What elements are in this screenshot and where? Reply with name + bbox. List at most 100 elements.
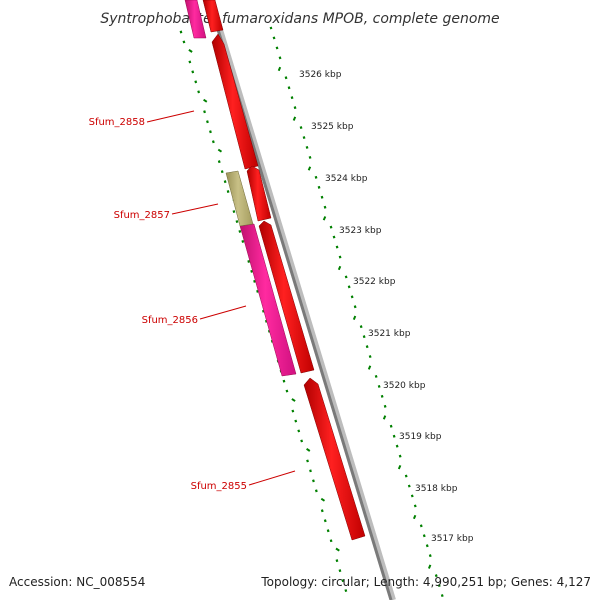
minor-tick-mark bbox=[428, 554, 432, 558]
minor-tick-mark bbox=[317, 185, 321, 189]
minor-tick-mark bbox=[284, 76, 288, 80]
minor-tick-mark bbox=[232, 210, 236, 214]
major-tick-mark bbox=[291, 398, 296, 402]
minor-tick-mark bbox=[425, 544, 429, 548]
major-tick-mark bbox=[203, 98, 208, 103]
minor-tick-mark bbox=[332, 235, 336, 239]
minor-tick-mark bbox=[395, 444, 399, 448]
major-tick-mark bbox=[188, 48, 193, 53]
minor-tick-mark bbox=[335, 559, 339, 563]
minor-tick-mark bbox=[368, 355, 372, 359]
minor-tick-mark bbox=[359, 325, 363, 329]
minor-tick-mark bbox=[256, 289, 259, 293]
minor-tick-mark bbox=[299, 126, 303, 130]
major-tick-mark bbox=[322, 216, 327, 221]
kbp-tick-label: 3517 kbp bbox=[431, 534, 474, 544]
major-tick-mark bbox=[217, 148, 223, 153]
gene-label-leader bbox=[171, 203, 219, 215]
gene-label-leader bbox=[248, 470, 296, 486]
minor-tick-mark bbox=[253, 279, 256, 283]
minor-tick-mark bbox=[217, 160, 221, 164]
minor-tick-mark bbox=[290, 96, 294, 100]
minor-tick-mark bbox=[285, 389, 289, 393]
minor-tick-mark bbox=[326, 529, 330, 533]
minor-tick-mark bbox=[413, 504, 417, 508]
minor-tick-mark bbox=[272, 36, 276, 40]
minor-tick-mark bbox=[350, 295, 354, 299]
gene-label-leader bbox=[146, 110, 195, 123]
gene-label-sfum-2858[interactable]: Sfum_2858 bbox=[89, 117, 145, 128]
minor-tick-mark bbox=[179, 30, 183, 34]
minor-tick-mark bbox=[223, 180, 227, 184]
kbp-tick-label: 3521 kbp bbox=[368, 329, 411, 339]
gene-feature-red-top bbox=[202, 0, 224, 33]
gene-feature-red bbox=[211, 33, 259, 170]
minor-tick-mark bbox=[287, 86, 291, 90]
gene-feature-red bbox=[258, 220, 315, 374]
topology-text: Topology: circular; Length: 4,990,251 bp… bbox=[260, 575, 591, 589]
major-tick-mark bbox=[352, 315, 357, 320]
gene-feature-pink-top bbox=[184, 0, 207, 39]
minor-tick-mark bbox=[282, 379, 286, 383]
major-tick-mark bbox=[307, 166, 312, 171]
kbp-tick-label: 3525 kbp bbox=[311, 122, 354, 132]
major-tick-mark bbox=[335, 547, 340, 552]
accession-text: Accession: NC_008554 bbox=[9, 575, 145, 589]
minor-tick-mark bbox=[306, 459, 309, 463]
minor-tick-mark bbox=[291, 409, 295, 413]
major-tick-mark bbox=[277, 66, 282, 72]
minor-tick-mark bbox=[278, 56, 282, 60]
minor-tick-mark bbox=[209, 130, 212, 134]
kbp-tick-label: 3518 kbp bbox=[415, 484, 458, 494]
major-tick-mark bbox=[337, 265, 342, 271]
minor-tick-mark bbox=[241, 240, 245, 243]
minor-tick-mark bbox=[329, 225, 333, 229]
major-tick-mark bbox=[412, 514, 417, 520]
minor-tick-mark bbox=[293, 106, 297, 110]
minor-tick-mark bbox=[182, 40, 186, 44]
minor-tick-mark bbox=[353, 305, 357, 309]
gene-label-sfum-2856[interactable]: Sfum_2856 bbox=[142, 315, 198, 326]
minor-tick-mark bbox=[294, 419, 298, 423]
major-tick-mark bbox=[367, 365, 372, 370]
minor-tick-mark bbox=[312, 479, 315, 483]
minor-tick-mark bbox=[247, 260, 251, 263]
minor-tick-mark bbox=[377, 384, 381, 388]
minor-tick-mark bbox=[250, 269, 254, 273]
minor-tick-mark bbox=[419, 524, 423, 528]
minor-tick-mark bbox=[338, 569, 342, 573]
minor-tick-mark bbox=[194, 80, 198, 84]
minor-tick-mark bbox=[365, 345, 369, 349]
minor-tick-mark bbox=[191, 70, 195, 74]
minor-tick-mark bbox=[404, 474, 408, 478]
gene-label-sfum-2857[interactable]: Sfum_2857 bbox=[114, 210, 170, 221]
minor-tick-mark bbox=[344, 589, 348, 593]
minor-tick-mark bbox=[314, 175, 318, 179]
gene-feature-red bbox=[246, 165, 272, 222]
kbp-tick-label: 3520 kbp bbox=[383, 381, 426, 391]
minor-tick-mark bbox=[314, 489, 318, 493]
minor-tick-mark bbox=[264, 319, 268, 323]
minor-tick-mark bbox=[320, 509, 324, 513]
major-tick-mark bbox=[382, 415, 387, 420]
backbone-shadow bbox=[208, 0, 396, 600]
kbp-tick-label: 3522 kbp bbox=[353, 277, 396, 287]
minor-tick-mark bbox=[338, 255, 342, 259]
minor-tick-mark bbox=[203, 110, 206, 114]
gene-feature-olive bbox=[225, 170, 254, 227]
minor-tick-mark bbox=[434, 574, 438, 578]
major-tick-mark bbox=[292, 116, 297, 121]
minor-tick-mark bbox=[380, 394, 384, 398]
minor-tick-mark bbox=[335, 245, 339, 249]
minor-tick-mark bbox=[320, 195, 324, 199]
minor-tick-mark bbox=[302, 136, 306, 140]
minor-tick-mark bbox=[262, 309, 265, 313]
minor-tick-mark bbox=[341, 579, 345, 583]
minor-tick-mark bbox=[206, 120, 209, 124]
gene-label-sfum-2855[interactable]: Sfum_2855 bbox=[191, 481, 247, 492]
minor-tick-mark bbox=[226, 190, 230, 193]
minor-tick-mark bbox=[211, 140, 215, 144]
gene-label-leader bbox=[199, 305, 247, 320]
minor-tick-mark bbox=[197, 90, 201, 94]
